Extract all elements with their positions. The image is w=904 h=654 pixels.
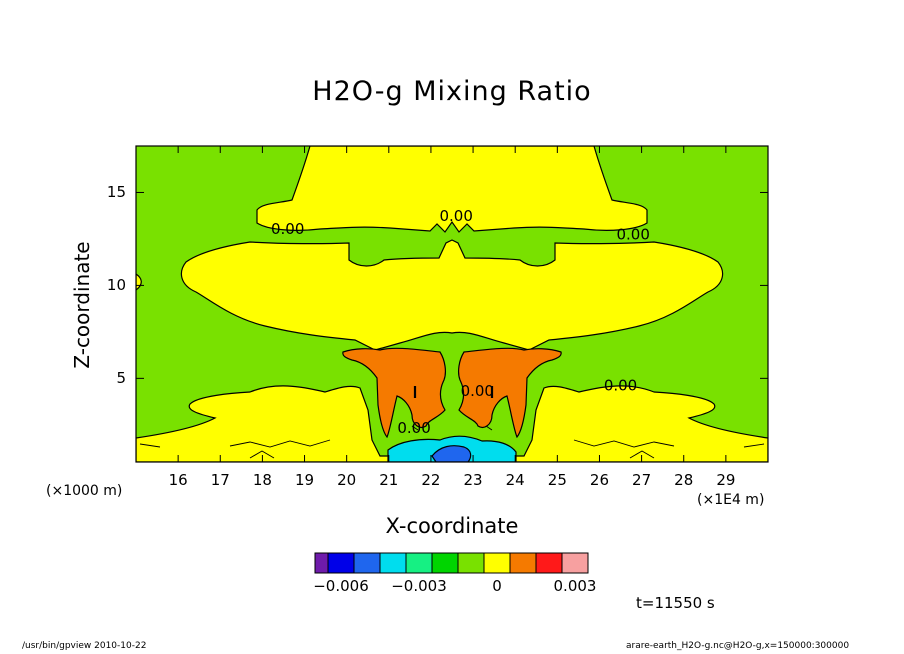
- x-axis: 16 17 18 19 20 21 22 23 24 25 26 27 28 29: [169, 146, 735, 489]
- contour-label-1: 0.00: [440, 207, 473, 225]
- colorbar-cell-9: [535, 552, 563, 574]
- contour-label-0: 0.00: [271, 220, 304, 238]
- lower-layer-region: [136, 385, 768, 462]
- upper-anvil-region: [256, 146, 648, 233]
- surface-ripples: [139, 425, 765, 459]
- y-tick-label-5: 5: [116, 369, 126, 387]
- x-tick-label-19: 19: [295, 471, 314, 489]
- contour-label-5: 0.00: [604, 376, 637, 394]
- x-axis-label: X-coordinate: [385, 514, 519, 538]
- x-tick-label-20: 20: [337, 471, 356, 489]
- x-tick-label-26: 26: [590, 471, 609, 489]
- left-edge-lobe: [136, 273, 142, 291]
- colorbar-cell-4: [405, 552, 433, 574]
- colorbar-cell-6: [457, 552, 485, 574]
- colorbar-cell-3: [379, 552, 407, 574]
- x-tick-label-23: 23: [464, 471, 483, 489]
- colorbar-cell-5: [431, 552, 459, 574]
- colorbar: −0.006 −0.003 0 0.003: [313, 552, 597, 595]
- surface-negative-region: [387, 435, 517, 462]
- footer-right: arare-earth_H2O-g.nc@H2O-g,x=150000:3000…: [626, 641, 850, 651]
- x-tick-label-24: 24: [506, 471, 525, 489]
- plot-frame: [135, 145, 769, 463]
- colorbar-label-2: 0: [492, 577, 502, 595]
- y-tick-label-10: 10: [107, 276, 126, 294]
- contour-label-4: 0.00: [397, 419, 430, 437]
- colorbar-cell-8: [509, 552, 537, 574]
- time-annotation: t=11550 s: [636, 594, 715, 612]
- x-tick-label-16: 16: [169, 471, 188, 489]
- colorbar-label-3: 0.003: [554, 577, 597, 595]
- footer-left: /usr/bin/gpview 2010-10-22: [22, 641, 147, 651]
- contour-labels: 0.00 0.00 0.00 0.00 0.00 0.00: [271, 207, 650, 437]
- x-tick-label-18: 18: [253, 471, 272, 489]
- x-tick-label-17: 17: [211, 471, 230, 489]
- x-unit-note: (×1000 m): [46, 483, 123, 499]
- y-axis: 5 10 15: [107, 183, 768, 387]
- y-tick-label-15: 15: [107, 183, 126, 201]
- right-core-region: [458, 347, 562, 439]
- left-core-region: [342, 347, 446, 439]
- chart-title: H2O-g Mixing Ratio: [312, 76, 592, 107]
- x-tick-label-27: 27: [632, 471, 651, 489]
- colorbar-cell-1: [327, 552, 355, 574]
- x-tick-label-28: 28: [674, 471, 693, 489]
- x-tick-label-21: 21: [379, 471, 398, 489]
- colorbar-label-1: −0.003: [391, 577, 447, 595]
- y-axis-label: Z-coordinate: [70, 241, 94, 369]
- core-marks: [413, 386, 494, 398]
- x-tick-label-25: 25: [548, 471, 567, 489]
- x-tick-label-22: 22: [421, 471, 440, 489]
- colorbar-label-0: −0.006: [313, 577, 369, 595]
- colorbar-cell-0: [314, 552, 329, 574]
- colorbar-cell-2: [353, 552, 381, 574]
- x-tick-label-29: 29: [716, 471, 735, 489]
- contour-label-3: 0.00: [461, 382, 494, 400]
- mid-layer-region: [180, 239, 724, 351]
- colorbar-cell-10: [561, 552, 589, 574]
- surface-deep-negative: [431, 445, 472, 462]
- colorbar-cell-7: [483, 552, 511, 574]
- contour-label-2: 0.00: [616, 226, 649, 244]
- x-scale-note: (×1E4 m): [697, 492, 765, 508]
- plot-background: [136, 146, 768, 462]
